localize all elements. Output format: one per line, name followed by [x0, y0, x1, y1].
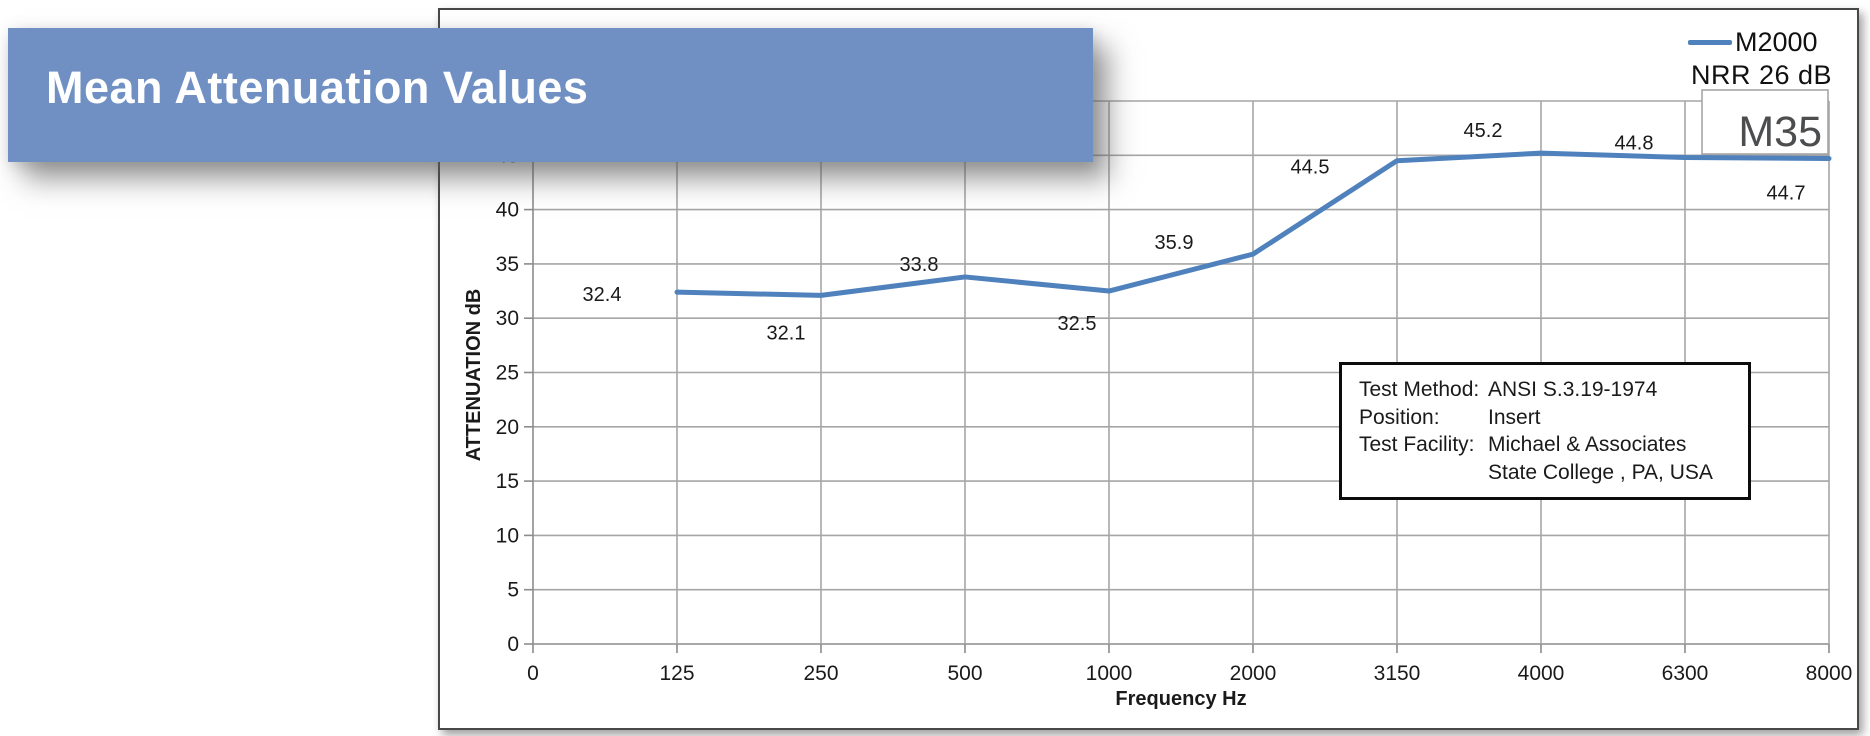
- title-banner: Mean Attenuation Values: [8, 28, 1093, 162]
- data-label: 32.5: [1058, 313, 1097, 335]
- data-label: 44.5: [1291, 157, 1330, 179]
- y-tick-label: 30: [496, 307, 519, 330]
- y-axis-title: ATTENUATION dB: [463, 289, 485, 462]
- legend-series-label: M2000: [1735, 27, 1818, 57]
- data-label: 45.2: [1464, 120, 1503, 142]
- y-tick-label: 5: [507, 579, 519, 602]
- info-value: ANSI S.3.19-1974: [1488, 378, 1658, 401]
- m35-box: [1701, 89, 1829, 155]
- y-tick-label: 20: [496, 416, 519, 439]
- x-tick-label: 3150: [1374, 662, 1421, 685]
- chart-legend: M2000 NRR 26 dB: [1688, 26, 1832, 92]
- chart-title: Mean Attenuation Values: [46, 62, 589, 113]
- info-label: Test Facility:: [1359, 433, 1475, 456]
- info-row: State College , PA, USA: [1359, 459, 1748, 487]
- x-tick-label: 8000: [1806, 662, 1853, 685]
- m35-label: M35: [1738, 108, 1822, 156]
- info-value: Insert: [1488, 405, 1541, 429]
- data-label: 32.1: [767, 322, 806, 344]
- info-label: Position:: [1359, 405, 1440, 429]
- x-tick-label: 0: [527, 662, 539, 685]
- legend-line-swatch-icon: [1688, 40, 1732, 45]
- info-label: Test Method:: [1359, 378, 1480, 401]
- data-label: 33.8: [900, 254, 939, 276]
- info-value: State College , PA, USA: [1488, 460, 1713, 484]
- legend-entry: M2000: [1688, 26, 1832, 59]
- x-tick-label: 500: [947, 662, 982, 685]
- series-line-M2000: [674, 150, 1832, 298]
- x-axis-title: Frequency Hz: [1115, 688, 1246, 710]
- info-row: Position: Insert: [1359, 404, 1748, 432]
- info-row: Test Facility: Michael & Associates: [1359, 431, 1748, 459]
- y-tick-label: 25: [496, 362, 519, 385]
- data-label: 35.9: [1155, 232, 1194, 254]
- x-tick-label: 250: [803, 662, 838, 685]
- y-tick-label: 0: [507, 633, 519, 656]
- y-tick-label: 15: [496, 470, 519, 493]
- info-value: Michael & Associates: [1488, 433, 1687, 456]
- x-tick-label: 4000: [1518, 662, 1565, 685]
- data-label: 44.8: [1615, 132, 1654, 154]
- info-label: [1359, 459, 1488, 487]
- x-tick-label: 6300: [1662, 662, 1709, 685]
- legend-nrr-label: NRR 26 dB: [1691, 60, 1833, 90]
- y-tick-label: 40: [496, 199, 519, 222]
- test-info-box: Test Method: ANSI S.3.19-1974 Position: Ins…: [1339, 362, 1751, 500]
- data-label: 32.4: [583, 284, 622, 306]
- y-tick-label: 35: [496, 253, 519, 276]
- x-tick-label: 2000: [1230, 662, 1277, 685]
- x-tick-label: 125: [659, 662, 694, 685]
- data-label: 44.7: [1767, 183, 1806, 205]
- y-tick-label: 10: [496, 524, 519, 547]
- x-tick-label: 1000: [1086, 662, 1133, 685]
- info-row: Test Method: ANSI S.3.19-1974: [1359, 376, 1748, 404]
